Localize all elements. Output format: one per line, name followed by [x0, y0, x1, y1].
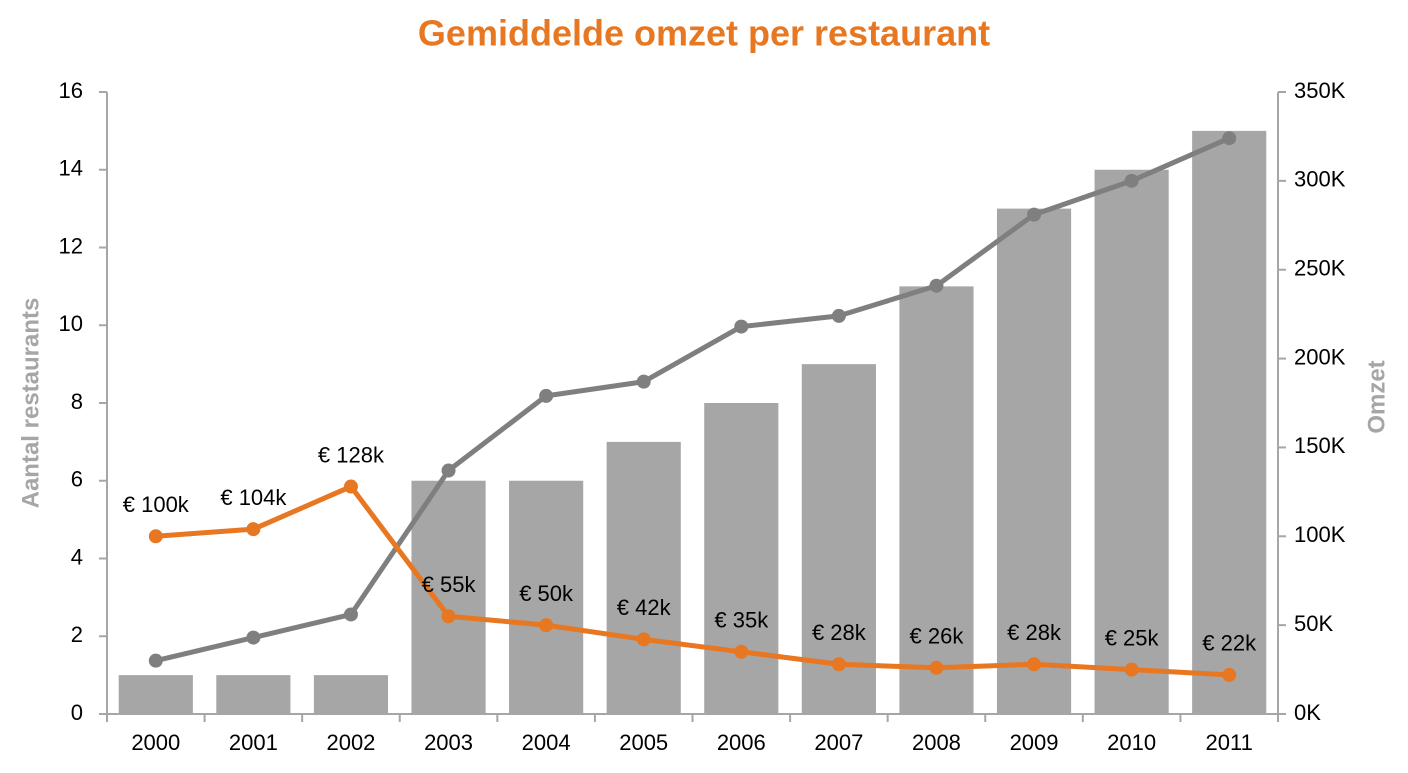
- x-tick-label: 2001: [229, 730, 278, 755]
- point: [831, 657, 846, 672]
- point: [734, 319, 749, 334]
- data-label: € 22k: [1202, 631, 1257, 656]
- x-tick-label: 2006: [717, 730, 766, 755]
- data-label: € 35k: [714, 608, 769, 633]
- y2-tick-label: 350K: [1294, 78, 1346, 103]
- y2-tick-label: 100K: [1294, 522, 1346, 547]
- data-label: € 26k: [910, 624, 965, 649]
- y-tick-label: 16: [59, 78, 83, 103]
- point: [1027, 207, 1042, 222]
- y-tick-label: 6: [71, 467, 83, 492]
- point: [1027, 657, 1042, 672]
- y2-tick-label: 150K: [1294, 433, 1346, 458]
- point: [636, 374, 651, 389]
- bar: [899, 286, 974, 714]
- bar: [509, 480, 584, 714]
- point: [929, 278, 944, 293]
- y-axis-label: Aantal restaurants: [17, 298, 44, 509]
- bar: [1192, 130, 1267, 714]
- x-tick-label: 2003: [424, 730, 473, 755]
- y-tick-label: 2: [71, 622, 83, 647]
- chart-title: Gemiddelde omzet per restaurant: [418, 13, 990, 54]
- data-label: € 104k: [220, 485, 287, 510]
- data-label: € 25k: [1105, 625, 1160, 650]
- point: [441, 463, 456, 478]
- x-tick-label: 2000: [131, 730, 180, 755]
- y2-tick-label: 0K: [1294, 700, 1321, 725]
- bar: [313, 675, 389, 714]
- x-tick-label: 2011: [1206, 730, 1253, 755]
- bar: [606, 441, 681, 714]
- point: [734, 644, 749, 659]
- bar: [411, 480, 486, 714]
- point: [1124, 662, 1139, 677]
- point: [539, 388, 554, 403]
- point: [831, 308, 846, 323]
- y2-tick-label: 300K: [1294, 167, 1346, 192]
- y-tick-label: 12: [59, 233, 83, 258]
- bar: [216, 675, 291, 714]
- data-label: € 100k: [123, 492, 190, 517]
- point: [246, 522, 261, 537]
- bar: [704, 403, 779, 714]
- x-tick-label: 2009: [1010, 730, 1059, 755]
- data-label: € 28k: [812, 620, 867, 645]
- point: [343, 607, 358, 622]
- point: [148, 653, 163, 668]
- point: [1222, 131, 1237, 146]
- bar: [996, 208, 1072, 714]
- data-label: € 55k: [422, 572, 477, 597]
- point: [246, 630, 261, 645]
- y-tick-label: 8: [71, 389, 83, 414]
- x-tick-label: 2004: [522, 730, 571, 755]
- y2-axis-label: Omzet: [1363, 360, 1390, 433]
- point: [539, 618, 554, 633]
- y2-tick-label: 50K: [1294, 611, 1333, 636]
- point: [148, 529, 163, 544]
- y-tick-label: 4: [71, 544, 83, 569]
- data-label: € 128k: [318, 442, 385, 467]
- bar: [801, 364, 876, 714]
- y2-tick-label: 250K: [1294, 256, 1346, 281]
- bar: [1094, 169, 1169, 714]
- x-tick-label: 2002: [326, 730, 375, 755]
- point: [343, 479, 358, 494]
- y-tick-label: 10: [59, 311, 83, 336]
- y2-tick-label: 200K: [1294, 344, 1346, 369]
- y-tick-label: 14: [59, 156, 83, 181]
- data-label: € 50k: [519, 581, 574, 606]
- line: [155, 135, 1231, 664]
- x-tick-label: 2007: [814, 730, 863, 755]
- point: [929, 660, 944, 675]
- data-label: € 28k: [1007, 620, 1062, 645]
- line: [155, 484, 1230, 678]
- x-tick-label: 2010: [1107, 730, 1156, 755]
- point: [1222, 667, 1237, 682]
- point: [1124, 173, 1139, 188]
- data-label: € 42k: [617, 595, 672, 620]
- point: [441, 609, 456, 624]
- bar: [118, 675, 193, 714]
- point: [636, 632, 651, 647]
- x-tick-label: 2008: [912, 730, 961, 755]
- y-tick-label: 0: [71, 700, 83, 725]
- x-tick-label: 2005: [619, 730, 668, 755]
